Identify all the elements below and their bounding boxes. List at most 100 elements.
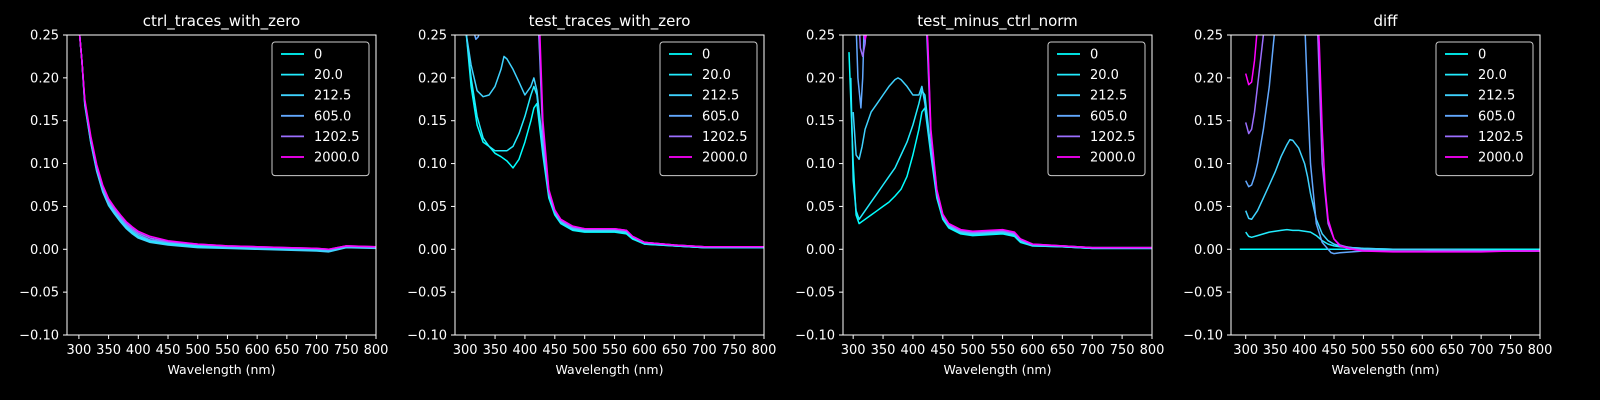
y-tick-label: 0.05 — [1194, 200, 1223, 215]
x-tick-label: 700 — [1469, 343, 1494, 358]
x-tick-label: 500 — [960, 343, 985, 358]
y-tick-label: −0.10 — [407, 329, 447, 344]
y-tick-label: 0.10 — [806, 157, 835, 172]
legend-label: 605.0 — [1090, 109, 1127, 124]
x-tick-label: 600 — [245, 343, 270, 358]
x-tick-label: 600 — [1020, 343, 1045, 358]
chart-title: diff — [1373, 12, 1398, 30]
legend: 0 20.0 212.5 605.0 1202.5 2000.0 — [1047, 41, 1146, 177]
x-tick-label: 300 — [453, 343, 478, 358]
axes-frame — [842, 34, 1153, 336]
x-tick-label: 800 — [1140, 343, 1165, 358]
chart-title: test_minus_ctrl_norm — [917, 12, 1078, 31]
series-group — [1239, 35, 1540, 255]
x-tick-label: 650 — [1439, 343, 1464, 358]
series-line-5 — [863, 35, 1152, 249]
x-tick-label: 500 — [1351, 343, 1376, 358]
legend-label: 212.5 — [702, 89, 739, 104]
x-tick-label: 550 — [1380, 343, 1405, 358]
legend-label: 0 — [314, 48, 322, 63]
series-group — [78, 35, 376, 253]
panel-2: 300 350 400 450 500 550 600 650 700 750 800 0.25 0.2… — [795, 12, 1165, 377]
x-axis-label: Wavelength (nm) — [944, 362, 1052, 377]
legend-label: 212.5 — [314, 89, 351, 104]
y-tick-label: 0.05 — [418, 200, 447, 215]
y-tick-label: 0.20 — [1194, 71, 1223, 86]
x-tick-label: 800 — [1528, 343, 1553, 358]
x-tick-label: 450 — [542, 343, 567, 358]
y-tick-label: 0.25 — [30, 29, 59, 44]
x-tick-label: 800 — [752, 343, 777, 358]
x-tick-label: 500 — [185, 343, 210, 358]
y-tick-label: 0.15 — [806, 114, 835, 129]
x-tick-label: 350 — [1263, 343, 1288, 358]
x-tick-label: 350 — [483, 343, 508, 358]
y-tick-label: 0.20 — [418, 71, 447, 86]
y-tick-label: 0.10 — [30, 157, 59, 172]
series-line-4 — [1244, 35, 1540, 252]
y-tick-label: 0.10 — [418, 157, 447, 172]
x-tick-label: 450 — [1322, 343, 1347, 358]
axes-frame — [1230, 34, 1541, 336]
legend-label: 2000.0 — [1478, 151, 1524, 166]
x-tick-label: 750 — [1110, 343, 1135, 358]
x-tick-label: 700 — [304, 343, 329, 358]
y-tick-label: 0.00 — [806, 243, 835, 258]
x-tick-label: 450 — [930, 343, 955, 358]
chart-title: test_traces_with_zero — [529, 12, 691, 31]
y-tick-label: −0.05 — [795, 286, 835, 301]
x-tick-label: 550 — [990, 343, 1015, 358]
legend-label: 1202.5 — [314, 130, 360, 145]
x-tick-label: 450 — [156, 343, 181, 358]
legend-label: 20.0 — [1478, 68, 1507, 83]
x-tick-label: 600 — [1410, 343, 1435, 358]
legend-label: 20.0 — [314, 68, 343, 83]
y-tick-label: 0.05 — [806, 200, 835, 215]
x-tick-label: 400 — [513, 343, 538, 358]
legend-label: 2000.0 — [314, 151, 360, 166]
legend-label: 605.0 — [314, 109, 351, 124]
legend: 0 20.0 212.5 605.0 1202.5 2000.0 — [659, 41, 758, 177]
series-line-1 — [1245, 228, 1540, 251]
y-tick-label: 0.15 — [30, 114, 59, 129]
series-line-5 — [1244, 35, 1540, 253]
y-tick-label: 0.20 — [806, 71, 835, 86]
legend: 0 20.0 212.5 605.0 1202.5 2000.0 — [1435, 41, 1534, 177]
y-tick-label: 0.15 — [418, 114, 447, 129]
axes-frame — [66, 34, 377, 336]
y-tick-label: 0.00 — [30, 243, 59, 258]
legend-label: 0 — [1090, 48, 1098, 63]
y-tick-label: −0.05 — [19, 286, 59, 301]
series-line-5 — [78, 35, 376, 251]
legend-label: 0 — [702, 48, 710, 63]
y-tick-label: 0.15 — [1194, 114, 1223, 129]
x-tick-label: 650 — [662, 343, 687, 358]
panel-3: 300 350 400 450 500 550 600 650 700 750 800 0.25 0.2… — [1183, 12, 1553, 377]
legend: 0 20.0 212.5 605.0 1202.5 2000.0 — [271, 41, 370, 177]
y-tick-label: −0.05 — [1183, 286, 1223, 301]
x-axis-label: Wavelength (nm) — [556, 362, 664, 377]
x-tick-label: 600 — [632, 343, 657, 358]
x-tick-label: 350 — [871, 343, 896, 358]
x-tick-label: 750 — [1498, 343, 1523, 358]
y-tick-label: −0.10 — [795, 329, 835, 344]
x-tick-label: 300 — [1233, 343, 1258, 358]
y-tick-label: 0.25 — [806, 29, 835, 44]
panel-1: 300 350 400 450 500 550 600 650 700 750 800 0.25 0.2… — [407, 12, 777, 377]
x-tick-label: 400 — [126, 343, 151, 358]
y-tick-label: 0.20 — [30, 71, 59, 86]
y-tick-label: 0.10 — [1194, 157, 1223, 172]
x-tick-label: 700 — [1080, 343, 1105, 358]
x-tick-label: 350 — [96, 343, 121, 358]
series-line-2 — [1245, 138, 1540, 252]
legend-label: 20.0 — [1090, 68, 1119, 83]
y-tick-label: −0.10 — [1183, 329, 1223, 344]
x-tick-label: 650 — [274, 343, 299, 358]
legend-label: 2000.0 — [1090, 151, 1136, 166]
chart-title: ctrl_traces_with_zero — [143, 12, 300, 31]
x-tick-label: 400 — [901, 343, 926, 358]
legend-label: 2000.0 — [702, 151, 748, 166]
x-tick-label: 750 — [722, 343, 747, 358]
legend-label: 605.0 — [702, 109, 739, 124]
